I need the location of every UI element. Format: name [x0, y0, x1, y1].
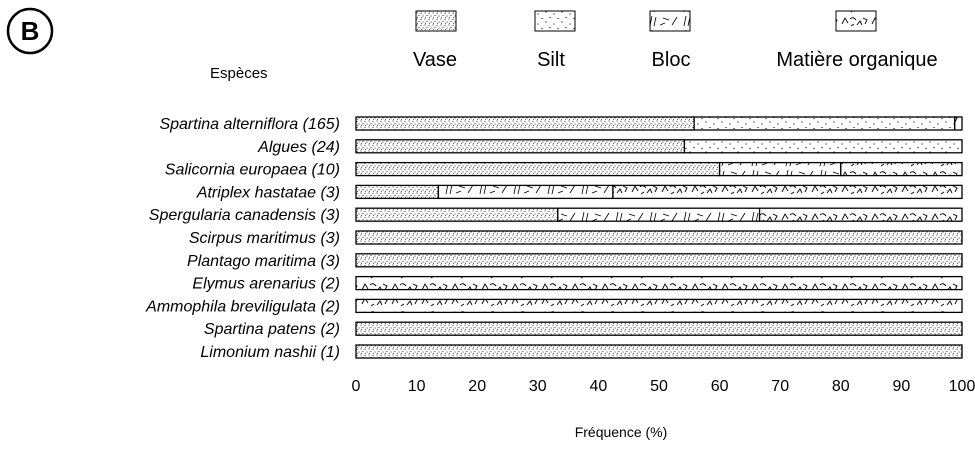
- bar-segment-vase-salicornia-europaea-10: [355, 161, 721, 177]
- legend-label-mati-re-organique: Matière organique: [776, 49, 937, 71]
- category-label: Salicornia europaea (10): [165, 162, 340, 179]
- bar-segment-mati-re-organique-salicornia-europaea-10: [840, 161, 963, 177]
- bar-segment-vase-spartina-alterniflora-165: [355, 116, 695, 131]
- bars: [355, 116, 963, 359]
- bar-segment-mati-re-organique-elymus-arenarius-2: [355, 275, 963, 291]
- category-label: Atriplex hastatae (3): [196, 184, 340, 201]
- legend-label-silt: Silt: [537, 49, 565, 71]
- legend-swatch-bloc: [649, 10, 691, 32]
- x-tick-label: 80: [832, 378, 850, 395]
- category-label: Spergularia canadensis (3): [149, 207, 340, 224]
- x-tick-label: 20: [468, 378, 486, 395]
- bar-segment-bloc-spergularia-canadensis-3: [557, 207, 761, 222]
- legend-swatch-vase: [415, 10, 457, 32]
- legend-swatch-mati-re-organique: [835, 10, 877, 32]
- category-label: Scirpus maritimus (3): [189, 230, 340, 247]
- bar-segment-bloc-salicornia-europaea-10: [718, 161, 842, 177]
- x-axis-title: Fréquence (%): [575, 424, 668, 440]
- bar-segment-vase-atriplex-hastatae-3: [355, 184, 440, 200]
- category-label: Elymus arenarius (2): [192, 276, 340, 293]
- x-tick-label: 70: [771, 378, 789, 395]
- bar-segment-bloc-atriplex-hastatae-3: [437, 184, 614, 200]
- x-tick-label: 0: [352, 378, 361, 395]
- legend: Vase Silt Bloc Matière organique: [413, 10, 938, 71]
- bar-segment-mati-re-organique-ammophila-breviligulata-2: [355, 298, 963, 314]
- x-tick-label: 90: [893, 378, 911, 395]
- x-tick-label: 60: [711, 378, 729, 395]
- category-label: Spartina patens (2): [204, 321, 340, 338]
- category-label: Algues (24): [257, 139, 340, 156]
- category-label: Limonium nashii (1): [200, 344, 340, 361]
- legend-swatch-silt: [534, 10, 576, 32]
- category-label: Spartina alterniflora (165): [159, 116, 340, 133]
- bar-segment-vase-limonium-nashii-1: [355, 344, 963, 359]
- bar-segment-mati-re-organique-spartina-alterniflora-165: [954, 116, 963, 131]
- legend-label-vase: Vase: [413, 49, 457, 71]
- panel-label-text: B: [21, 16, 40, 46]
- x-tick-label: 30: [529, 378, 547, 395]
- bar-segment-vase-spergularia-canadensis-3: [355, 207, 559, 222]
- row-header: Espèces: [210, 65, 268, 82]
- category-label: Plantago maritima (3): [187, 253, 340, 270]
- x-tick-label: 50: [650, 378, 668, 395]
- legend-label-bloc: Bloc: [652, 49, 691, 71]
- bar-segment-silt-algues-24: [683, 139, 963, 154]
- bar-segment-vase-algues-24: [355, 139, 686, 154]
- category-labels: Spartina alterniflora (165) Algues (24) Sa…: [145, 116, 340, 361]
- bar-segment-silt-spartina-alterniflora-165: [693, 116, 956, 131]
- bar-segment-vase-scirpus-maritimus-3: [355, 230, 963, 245]
- x-axis-ticks: 0 10 20 30 40 50 60 70 80 90 100: [352, 378, 975, 395]
- x-tick-label: 100: [949, 378, 975, 395]
- bar-segment-mati-re-organique-atriplex-hastatae-3: [612, 184, 963, 200]
- bar-segment-vase-plantago-maritima-3: [355, 253, 963, 268]
- bar-segment-vase-spartina-patens-2: [355, 321, 963, 336]
- bar-segment-mati-re-organique-spergularia-canadensis-3: [758, 207, 963, 222]
- category-label: Ammophila breviligulata (2): [145, 298, 340, 315]
- x-tick-label: 40: [590, 378, 608, 395]
- x-tick-label: 10: [408, 378, 426, 395]
- panel-label: B: [6, 7, 54, 55]
